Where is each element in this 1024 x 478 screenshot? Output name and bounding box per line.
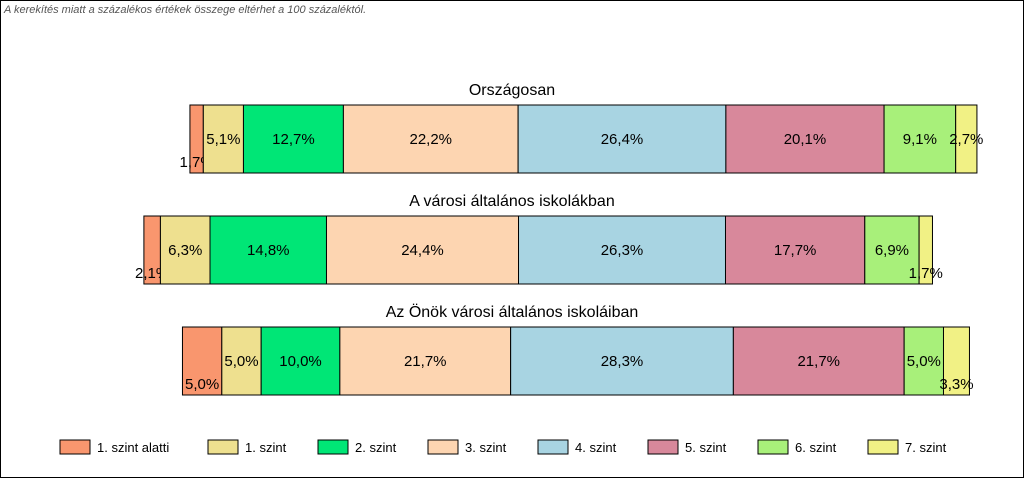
legend-swatch (867, 439, 899, 455)
bar-title: A városi általános iskolákban (409, 193, 614, 210)
legend: 1. szint alatti 1. szint 2. szint 3. szint 4… (59, 439, 947, 455)
legend-label: 7. szint (905, 440, 947, 455)
bar-segment (260, 326, 341, 396)
segment-label: 5,0% (185, 376, 219, 393)
bar-segment (221, 326, 262, 396)
bar-group: Az Önök városi általános iskoláiban 5,0% 5… (181, 303, 974, 396)
legend-label: 6. szint (795, 440, 837, 455)
legend-label: 1. szint alatti (97, 440, 169, 455)
segment-label: 10,0% (279, 353, 322, 370)
segment-label: 5,0% (907, 353, 941, 370)
segment-label: 20,1% (784, 131, 827, 148)
legend-swatch (59, 439, 91, 455)
bar-segment (883, 104, 957, 174)
bar-segment (942, 326, 970, 396)
bar-title: Országosan (469, 82, 555, 99)
legend-swatch (427, 439, 459, 455)
legend-swatch (317, 439, 349, 455)
segment-label: 5,0% (224, 353, 258, 370)
bar-segment (202, 104, 244, 174)
segment-label: 26,4% (601, 131, 644, 148)
segment-label: 26,3% (601, 242, 644, 259)
segment-label: 6,3% (168, 242, 202, 259)
legend-label: 5. szint (685, 440, 727, 455)
legend-label: 4. szint (575, 440, 617, 455)
bar-segment (864, 215, 920, 285)
bar-segment (517, 104, 727, 174)
bar-segment (209, 215, 327, 285)
bar-segment (518, 215, 726, 285)
segment-label: 3,3% (939, 376, 973, 393)
bar-segment (510, 326, 734, 396)
legend-label: 1. szint (245, 440, 287, 455)
segment-label: 12,7% (272, 131, 315, 148)
segment-label: 2,7% (949, 131, 983, 148)
bar-segment (732, 326, 905, 396)
legend-label: 2. szint (355, 440, 397, 455)
bar-segment (325, 215, 520, 285)
segment-label: 17,7% (774, 242, 817, 259)
bar-segment (339, 326, 512, 396)
segment-label: 1,7% (909, 265, 943, 282)
legend-swatch (647, 439, 679, 455)
legend-swatch (537, 439, 569, 455)
segment-label: 22,2% (409, 131, 452, 148)
segment-label: 28,3% (601, 353, 644, 370)
segment-label: 24,4% (401, 242, 444, 259)
legend-swatch (757, 439, 789, 455)
bar-segment (725, 104, 885, 174)
segment-label: 21,7% (797, 353, 840, 370)
segment-label: 6,9% (875, 242, 909, 259)
segment-label: 5,1% (206, 131, 240, 148)
bar-segment (242, 104, 344, 174)
segment-label: 9,1% (903, 131, 937, 148)
bar-segment (918, 215, 933, 285)
segment-label: 14,8% (247, 242, 290, 259)
bar-title: Az Önök városi általános iskoláiban (386, 303, 639, 321)
bar-segment (159, 215, 211, 285)
rounding-note: A kerekítés miatt a százalékos értékek ö… (4, 4, 367, 16)
bar-segment (955, 104, 978, 174)
segment-label: 21,7% (404, 353, 447, 370)
bar-segment (724, 215, 866, 285)
legend-swatch (207, 439, 239, 455)
legend-label: 3. szint (465, 440, 507, 455)
